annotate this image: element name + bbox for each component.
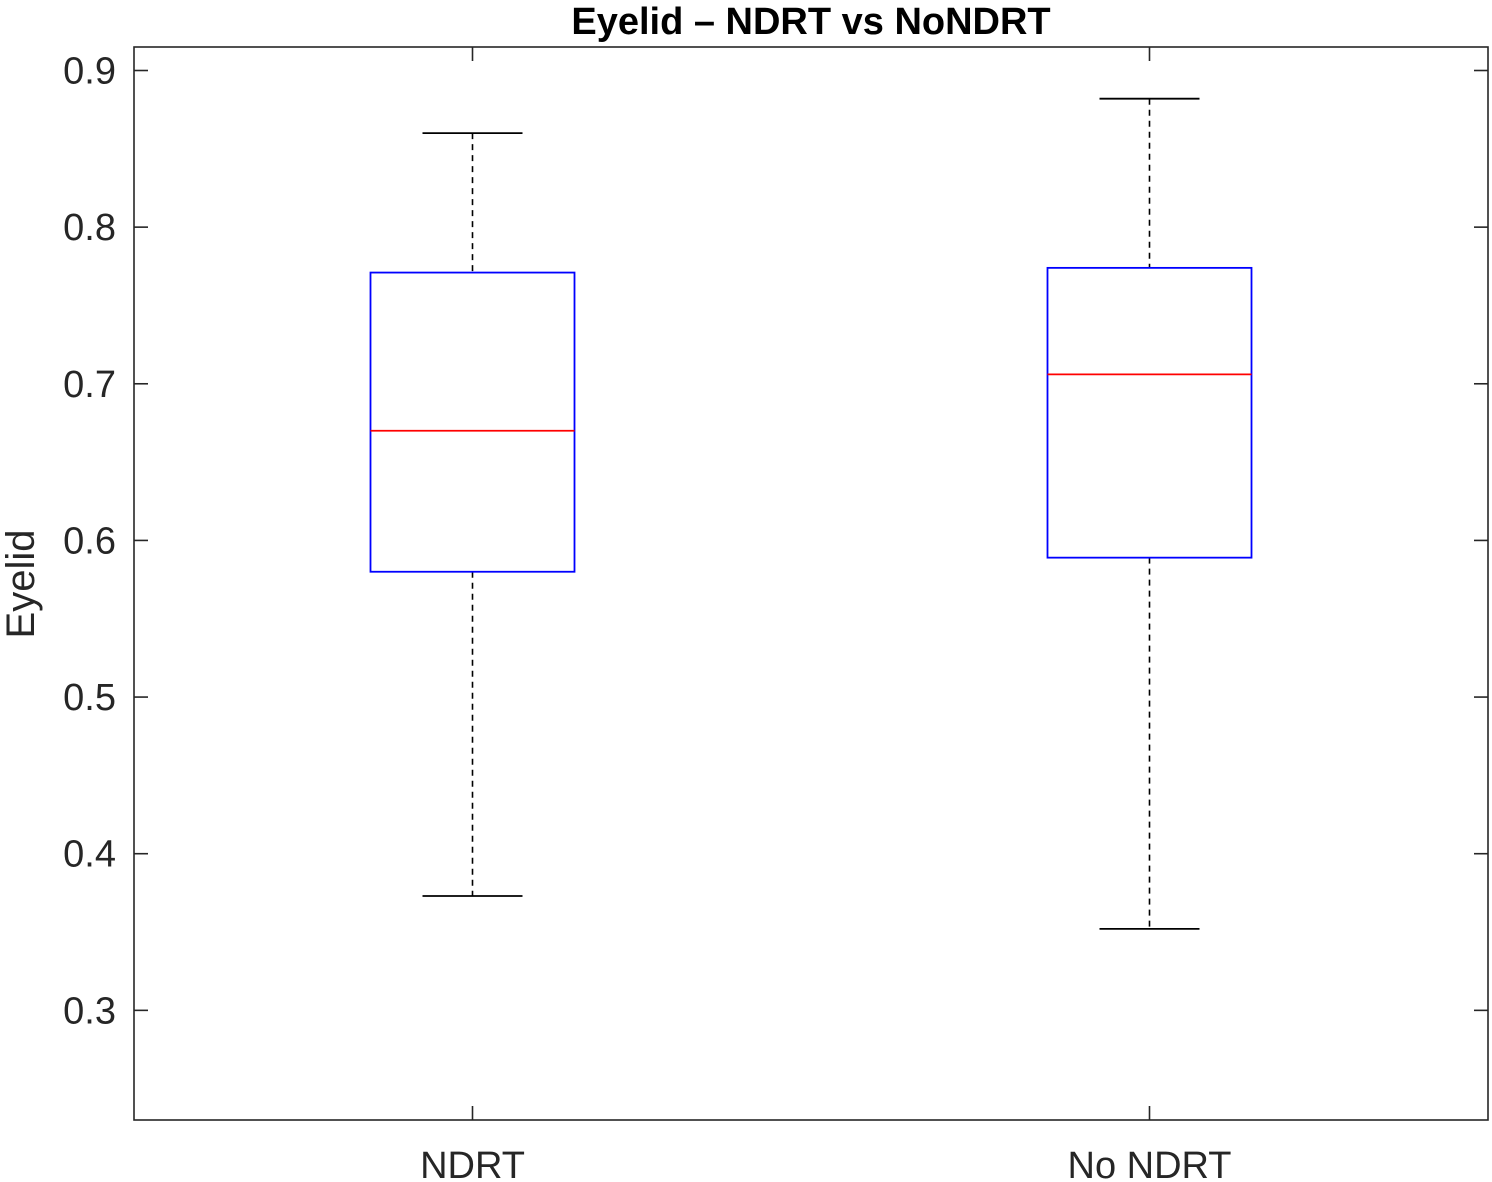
plot-frame: [133, 46, 1489, 1121]
y-tick-label: 0.4: [63, 834, 116, 876]
y-tick-label: 0.5: [63, 677, 116, 719]
x-tick-label: NDRT: [420, 1145, 525, 1182]
y-tick-label: 0.3: [63, 990, 116, 1032]
y-axis-label: Eyelid: [0, 530, 43, 639]
chart-title: Eyelid – NDRT vs NoNDRT: [571, 1, 1050, 43]
box-plot: [369, 132, 576, 897]
y-tick-label: 0.7: [63, 364, 116, 406]
y-tick-label: 0.9: [63, 50, 116, 92]
iqr-box: [1046, 266, 1253, 559]
iqr-box: [369, 271, 576, 573]
box-plot: [1046, 97, 1253, 930]
y-tick-label: 0.6: [63, 520, 116, 562]
x-tick-label: No NDRT: [1068, 1145, 1232, 1182]
y-tick-label: 0.8: [63, 207, 116, 249]
